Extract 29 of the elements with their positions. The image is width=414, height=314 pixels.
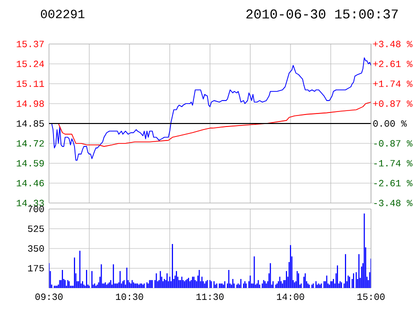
y-tick-label: 14.33	[16, 200, 44, 206]
y-tick-label: 14.98	[16, 100, 44, 107]
y-tick-label: 15.24	[16, 60, 44, 68]
y-tick-label: 15.11	[16, 80, 44, 87]
y2-tick-label: 0.00 %	[373, 120, 407, 127]
y-tick-label: 175	[28, 265, 44, 272]
y2-tick-label: +0.87 %	[373, 100, 412, 107]
y-tick-label: 14.72	[16, 140, 44, 147]
y2-tick-label: -3.48 %	[374, 200, 412, 206]
y-tick-label: 350	[28, 245, 44, 252]
chart-subtitle: 2010-06-30 15:00:37	[246, 9, 398, 19]
x-tick-label: 10:30	[116, 294, 144, 300]
x-tick-label: 15:00	[357, 294, 385, 300]
y-tick-label: 525	[28, 226, 44, 232]
x-tick-label: 14:00	[276, 294, 304, 300]
y-tick-label: 14.85	[16, 120, 44, 127]
chart-title: 002291	[40, 10, 84, 18]
y-tick-label: 700	[28, 206, 44, 212]
x-tick-label: 09:30	[35, 294, 63, 300]
y2-tick-label: +2.61 %	[373, 60, 412, 68]
y-tick-label: 14.59	[16, 160, 44, 166]
x-tick-label: 11:30	[196, 294, 224, 300]
y-tick-label: 14.46	[16, 180, 44, 186]
y2-tick-label: +3.48 %	[373, 40, 412, 48]
y-tick-label: 15.37	[16, 40, 44, 48]
y2-tick-label: -2.61 %	[374, 180, 412, 186]
y2-tick-label: +1.74 %	[373, 80, 412, 87]
y2-tick-label: -0.87 %	[374, 140, 412, 147]
y2-tick-label: -1.74 %	[374, 160, 412, 166]
